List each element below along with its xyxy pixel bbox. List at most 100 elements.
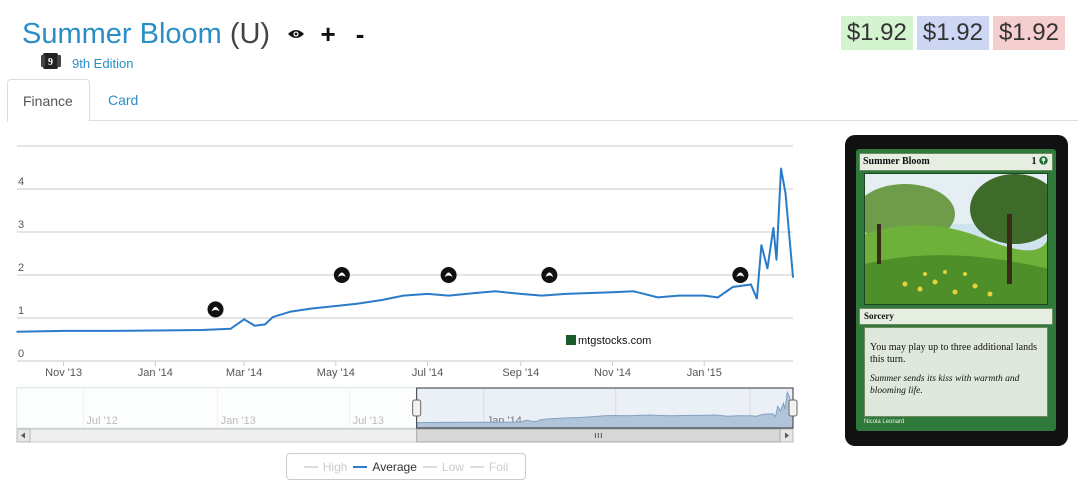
m15-set-icon[interactable]: [440, 267, 457, 283]
mtgstocks-watermark: mtgstocks.com: [578, 335, 651, 347]
series-line-average: [16, 168, 794, 333]
data-point: [243, 318, 245, 321]
data-point: [229, 327, 232, 330]
rarity-label: (U): [229, 17, 271, 50]
data-point: [494, 290, 497, 293]
green-mana-icon: [1039, 156, 1048, 165]
data-point: [289, 310, 292, 313]
x-tick-label: Jan '15: [687, 367, 722, 379]
data-point: [16, 330, 18, 333]
fate-reforged-set-icon[interactable]: [732, 267, 749, 283]
arrow-right-icon: [785, 432, 789, 439]
data-point: [253, 324, 256, 327]
x-tick-label: Jul '14: [412, 367, 443, 379]
card-text-box: You may play up to three additional land…: [864, 327, 1048, 417]
data-point: [750, 283, 752, 286]
remove-from-collection-button[interactable]: -: [355, 19, 365, 49]
data-point: [473, 292, 475, 294]
data-point: [732, 286, 734, 288]
legend-swatch: [353, 465, 368, 468]
price-low-badge: $1.92: [840, 16, 913, 50]
data-point: [766, 267, 769, 270]
navigator-series-area: [416, 390, 794, 429]
card-flavor-text: Summer sends its kiss with warmth and bl…: [870, 374, 1020, 396]
data-point: [426, 293, 429, 295]
tab-card[interactable]: Card: [108, 92, 139, 108]
navigator-mask: [17, 388, 417, 428]
add-to-collection-button[interactable]: +: [320, 19, 336, 49]
legend-item-low[interactable]: Low: [422, 459, 464, 474]
price-badges: $1.92 $1.92 $1.92: [840, 16, 1065, 50]
data-point: [772, 226, 775, 229]
data-point: [402, 294, 405, 297]
data-point: [717, 296, 719, 299]
card-frame: Summer Bloom 1: [856, 149, 1056, 431]
card-image-name: Summer Bloom: [863, 156, 930, 167]
data-point: [541, 294, 543, 297]
data-point: [792, 276, 794, 278]
legend-swatch: [469, 465, 484, 468]
data-point: [107, 330, 110, 332]
legend-label: Average: [372, 459, 417, 474]
data-point: [62, 330, 65, 332]
navigator-selection[interactable]: [416, 387, 794, 429]
legend-label: Low: [441, 459, 464, 474]
data-point: [356, 303, 358, 305]
data-point: [756, 297, 758, 300]
y-tick-label: 2: [18, 262, 24, 274]
card-image: Summer Bloom 1: [845, 135, 1068, 446]
born-of-the-gods-set-icon[interactable]: [207, 301, 224, 318]
mtgstocks-logo-icon: [566, 335, 576, 345]
legend-item-foil[interactable]: Foil: [469, 459, 509, 474]
x-tick-label: Nov '13: [45, 367, 82, 379]
card-rules-text: You may play up to three additional land…: [870, 342, 1038, 365]
data-point: [760, 244, 763, 246]
card-art: [864, 173, 1048, 305]
title-row: Summer Bloom (U) + -: [22, 14, 374, 54]
x-tick-label: Mar '14: [226, 367, 262, 379]
data-point: [381, 299, 384, 301]
card-artist: Nicola Leonard: [864, 419, 905, 425]
card-type-line: Sorcery: [859, 308, 1053, 325]
data-point: [154, 329, 157, 332]
mana-cost: 1: [1032, 154, 1049, 170]
tab-bar: Finance Card: [7, 79, 1078, 122]
card-image-title: Summer Bloom 1: [859, 153, 1053, 171]
set-name-link[interactable]: 9th Edition: [72, 55, 134, 71]
legend-swatch: [303, 465, 318, 468]
y-tick-label: 0: [18, 348, 24, 360]
data-point: [656, 296, 659, 299]
price-high-badge: $1.92: [992, 16, 1065, 50]
price-chart: 0 1 2 3 4 Nov '13 Jan '14 Mar '14 May '14 Jul '14…: [16, 145, 798, 443]
khans-of-tarkir-set-icon[interactable]: [541, 267, 558, 283]
legend-label: Foil: [488, 459, 509, 474]
y-tick-label: 4: [18, 176, 24, 188]
journey-into-nyx-set-icon[interactable]: [333, 267, 350, 283]
data-point: [264, 323, 266, 326]
ninth-edition-set-icon: 9: [40, 51, 62, 76]
y-tick-label: 3: [18, 219, 24, 231]
data-point: [780, 167, 782, 170]
set-row: 9 9th Edition: [40, 52, 133, 74]
data-point: [201, 329, 203, 331]
data-point: [447, 294, 450, 297]
data-point: [784, 192, 787, 195]
legend-item-high[interactable]: High: [303, 459, 348, 474]
x-tick-label: Nov '14: [594, 367, 631, 379]
legend-item-average[interactable]: Average: [353, 459, 417, 474]
data-point: [632, 290, 635, 293]
watch-eye-icon[interactable]: [282, 20, 310, 48]
data-point: [775, 259, 778, 261]
navigator-handle[interactable]: [412, 399, 422, 417]
data-point: [586, 292, 588, 294]
navigator-handle[interactable]: [788, 399, 798, 417]
legend-label: High: [322, 459, 348, 474]
svg-text:9: 9: [48, 57, 53, 68]
x-tick-label: Jan '14: [138, 367, 173, 379]
chart-legend: High Average Low Foil: [286, 453, 526, 480]
price-avg-badge: $1.92: [916, 16, 989, 50]
data-point: [335, 305, 337, 307]
tab-finance[interactable]: Finance: [7, 79, 90, 122]
y-tick-label: 1: [18, 305, 24, 317]
